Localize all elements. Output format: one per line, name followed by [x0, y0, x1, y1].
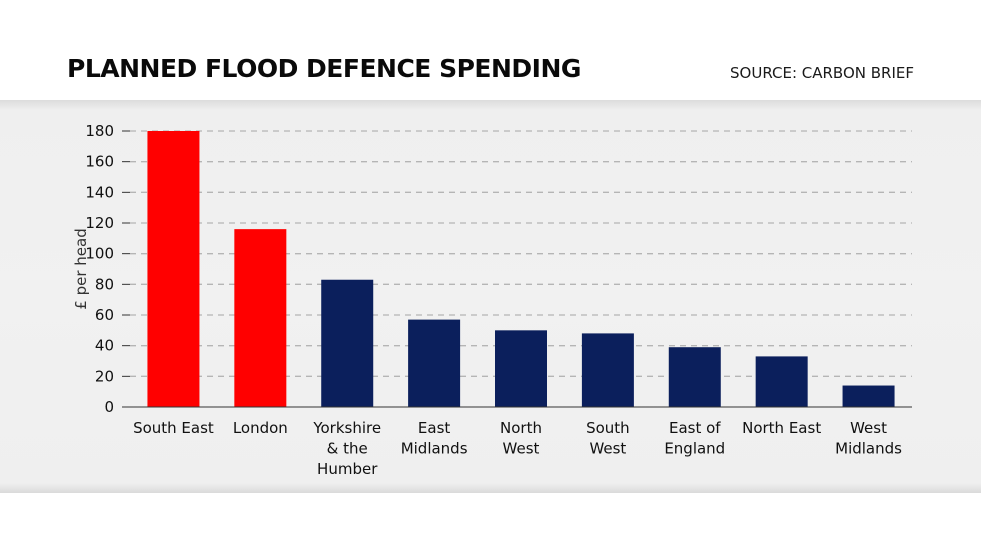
y-axis-ticks: 0 20 40 60 80 100 120 140 160 180 [85, 122, 130, 416]
y-tick-label: 100 [85, 245, 114, 263]
bar [147, 131, 200, 407]
category-label: North West [500, 419, 542, 458]
category-label-line: Midlands [401, 440, 468, 458]
y-tick-label: 20 [95, 367, 114, 385]
category-label: East of England [664, 419, 725, 458]
category-label-line: South [586, 419, 630, 437]
y-axis-label: £ per head [72, 228, 90, 309]
category-label-line: Yorkshire [312, 419, 381, 437]
y-tick-label: 180 [85, 122, 114, 140]
category-label-line: West [503, 440, 540, 458]
category-label-line: England [664, 440, 725, 458]
category-label-line: West [589, 440, 626, 458]
category-label-line: South East [133, 419, 214, 437]
chart-title: PLANNED FLOOD DEFENCE SPENDING [67, 54, 581, 83]
category-label-line: Midlands [835, 440, 902, 458]
category-label: Yorkshire & the Humber [312, 419, 381, 478]
bar [234, 229, 287, 407]
category-label: East Midlands [401, 419, 468, 458]
category-label-line: East of [669, 419, 721, 437]
y-tick-label: 0 [104, 398, 114, 416]
category-label-line: & the [327, 440, 368, 458]
category-label-line: North East [742, 419, 821, 437]
y-tick-label: 140 [85, 183, 114, 201]
category-label: South East [133, 419, 214, 437]
bar [842, 385, 895, 407]
bars [147, 131, 895, 407]
y-tick-label: 120 [85, 214, 114, 232]
header: PLANNED FLOOD DEFENCE SPENDING SOURCE: C… [0, 0, 981, 100]
y-tick-label: 60 [95, 306, 114, 324]
bar [408, 319, 461, 407]
category-label: South West [586, 419, 630, 458]
bar [668, 347, 721, 407]
bar [755, 356, 808, 407]
bar [581, 333, 634, 407]
category-label-line: East [418, 419, 450, 437]
bar-chart: 0 20 40 60 80 100 120 140 160 180 South East Londo… [72, 122, 912, 478]
category-label-line: West [850, 419, 887, 437]
category-label: West Midlands [835, 419, 902, 458]
bar [321, 279, 374, 407]
bar [495, 330, 547, 407]
y-tick-label: 40 [95, 337, 114, 355]
x-axis-categories: South East London Yorkshire & the Humber East… [133, 419, 902, 478]
source-credit: SOURCE: CARBON BRIEF [730, 64, 914, 82]
category-label: North East [742, 419, 821, 437]
category-label-line: Humber [317, 460, 378, 478]
category-label-line: North [500, 419, 542, 437]
category-label-line: London [233, 419, 288, 437]
y-tick-label: 80 [95, 275, 114, 293]
category-label: London [233, 419, 288, 437]
y-tick-label: 160 [85, 153, 114, 171]
